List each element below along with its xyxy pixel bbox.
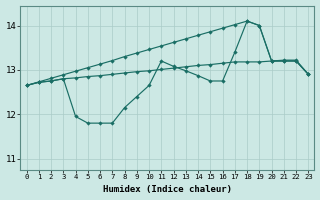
X-axis label: Humidex (Indice chaleur): Humidex (Indice chaleur): [103, 185, 232, 194]
